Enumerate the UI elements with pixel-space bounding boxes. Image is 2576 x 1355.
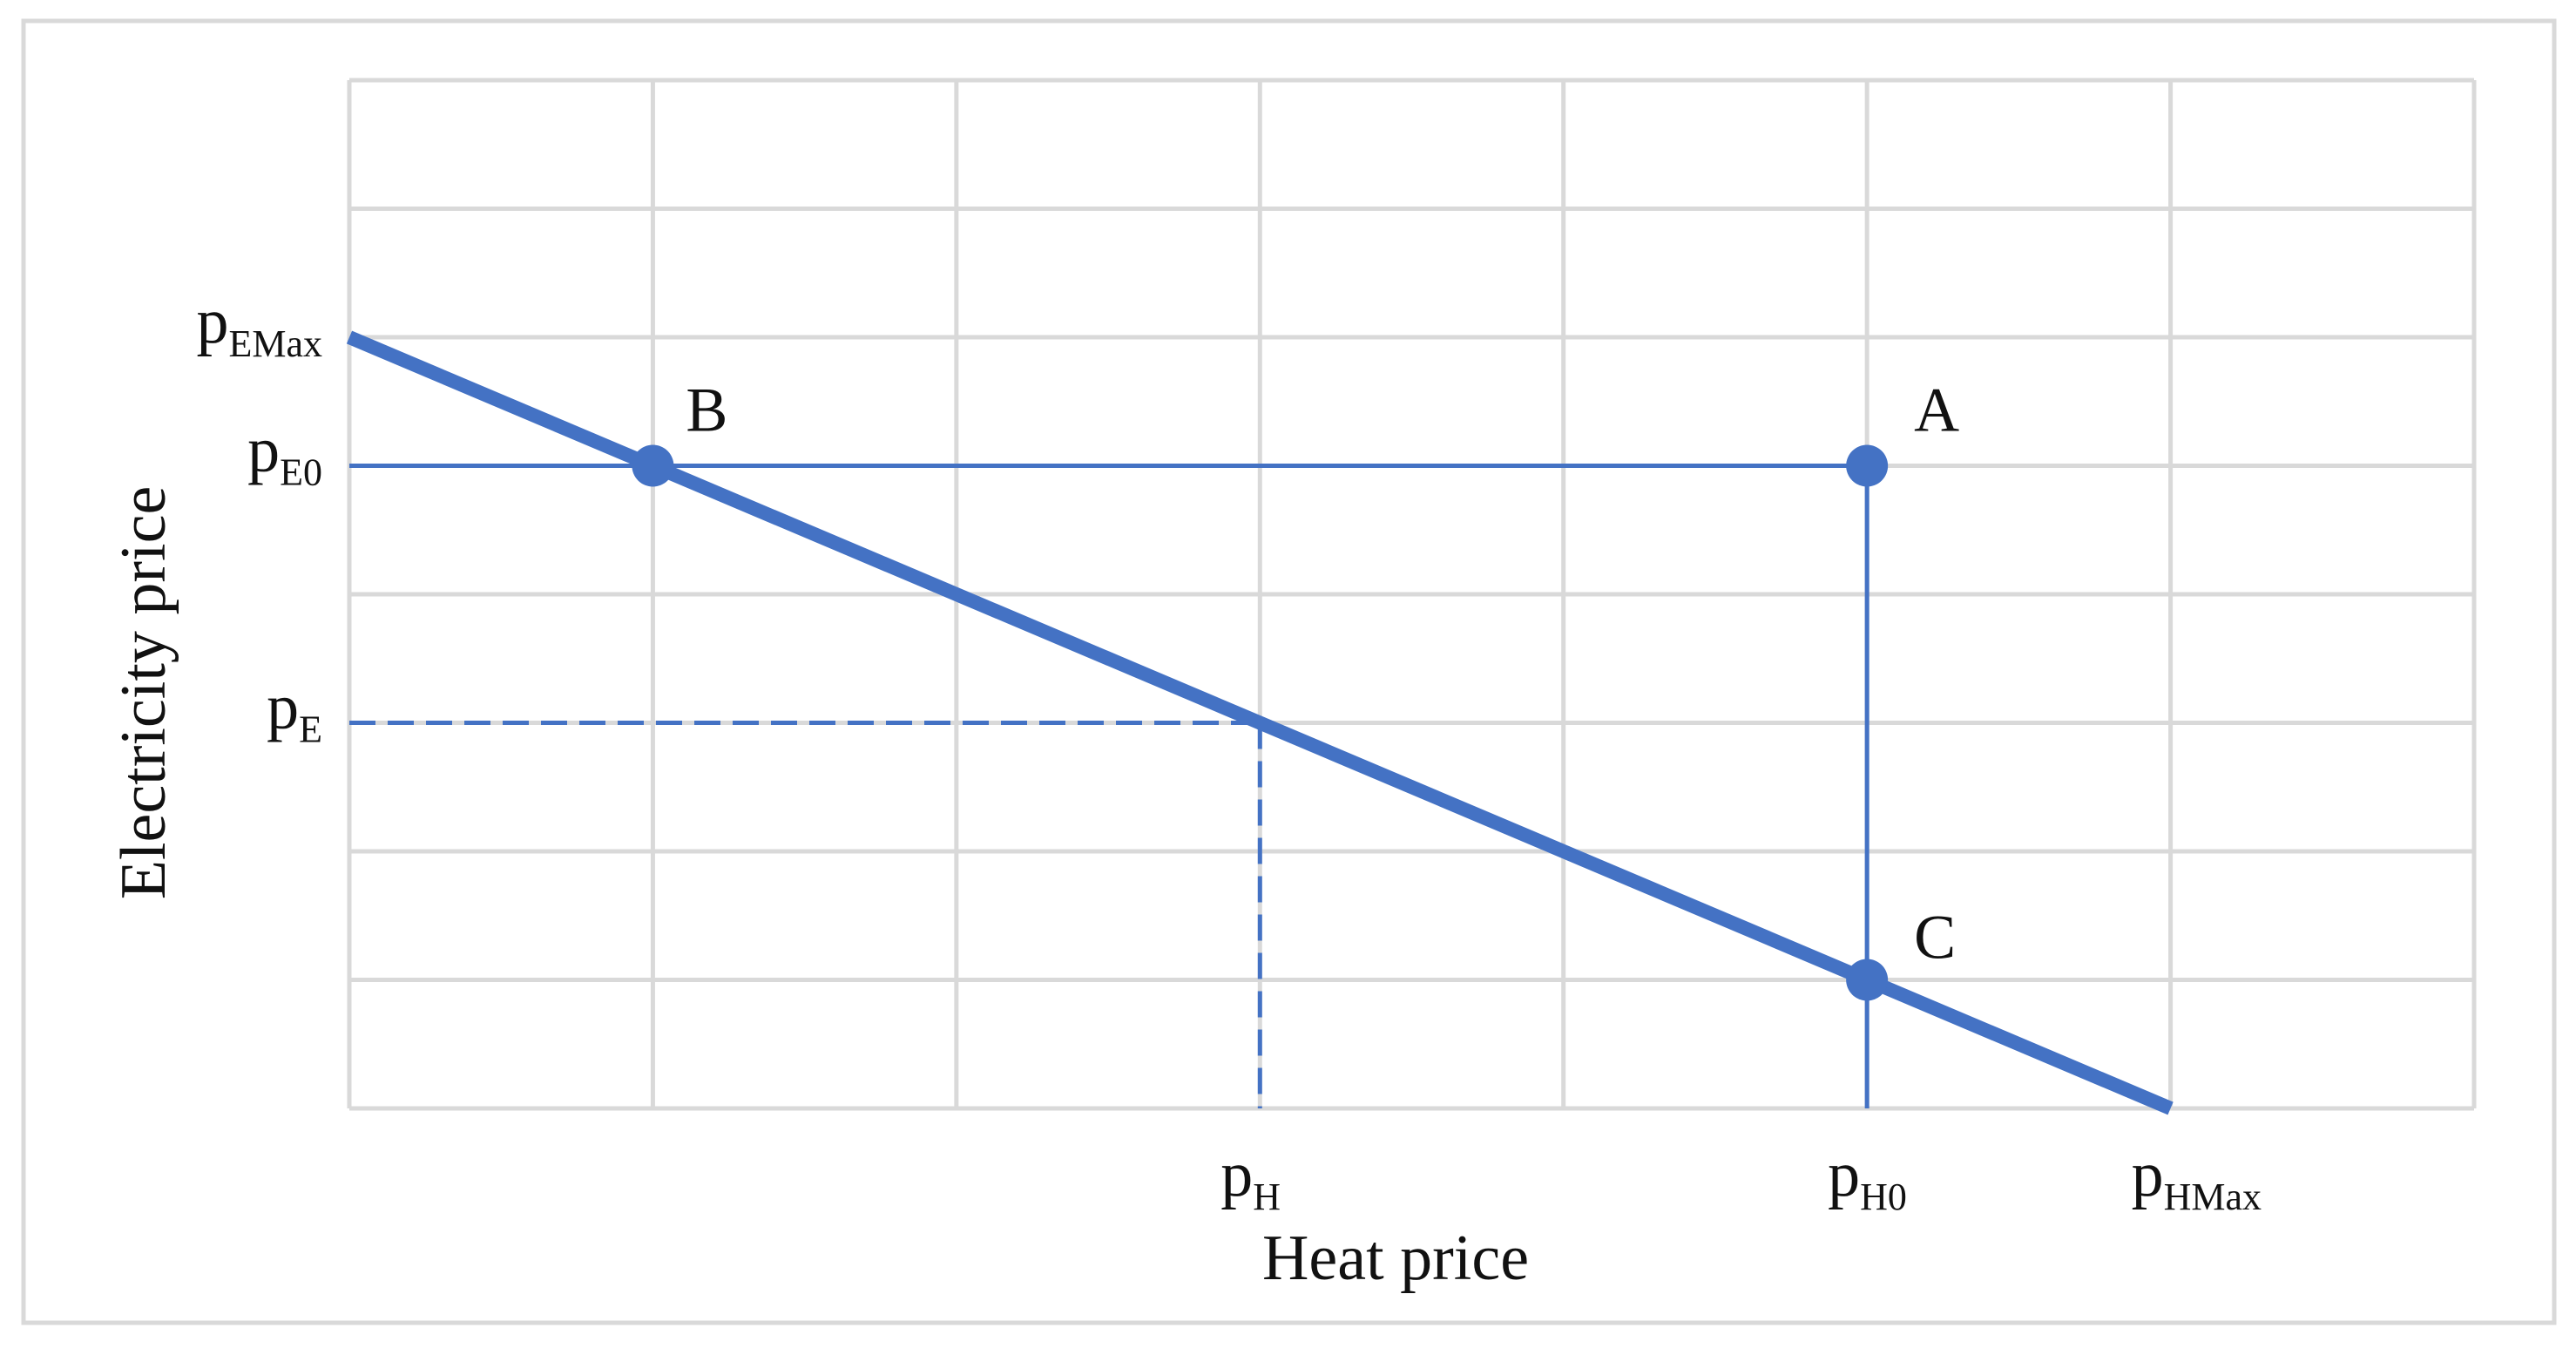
y-tick-label: pE [267, 672, 322, 751]
point-label-b: B [686, 376, 727, 445]
x-tick-label: pH [1220, 1139, 1281, 1218]
x-axis-label: Heat price [1262, 1223, 1529, 1294]
point-c [1846, 959, 1889, 1001]
y-tick-label: pEMax [196, 286, 322, 365]
x-tick-label: pHMax [2132, 1139, 2262, 1218]
y-axis-label: Electricity price [108, 486, 179, 900]
y-tick-label: pE0 [247, 415, 322, 494]
chart-frame [21, 18, 2557, 1325]
guide-lines [349, 464, 1869, 1108]
point-label-c: C [1914, 903, 1956, 972]
x-tick-label: pH0 [1828, 1139, 1907, 1218]
tick-labels: pH pH0 pHMax pEMax pE0 pE [196, 286, 2262, 1218]
data-points: A B C [632, 376, 1959, 1001]
point-label-a: A [1914, 376, 1959, 445]
point-a [1846, 444, 1889, 487]
point-b [632, 444, 674, 487]
